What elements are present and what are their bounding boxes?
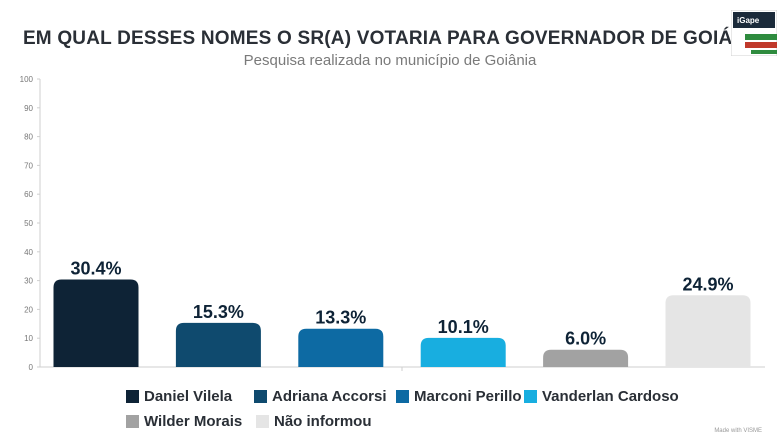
made-with-credit: Made with VISME bbox=[714, 428, 762, 434]
y-tick-label: 70 bbox=[24, 161, 33, 170]
bar-value-label: 6.0% bbox=[565, 329, 606, 349]
bar-wilder-morais bbox=[543, 349, 629, 367]
y-tick-label: 0 bbox=[29, 363, 34, 372]
legend-item: Wilder Morais bbox=[126, 413, 242, 430]
legend-label: Wilder Morais bbox=[144, 413, 243, 430]
bar-value-label: 15.3% bbox=[193, 302, 244, 322]
y-tick-label: 90 bbox=[24, 104, 33, 113]
y-tick-label: 10 bbox=[24, 334, 33, 343]
legend-label: Vanderlan Cardoso bbox=[542, 388, 679, 405]
chart-title: EM QUAL DESSES NOMES O SR(A) VOTARIA PAR… bbox=[22, 28, 758, 49]
legend-item: Adriana Accorsi bbox=[254, 388, 387, 405]
bar-nao-informou bbox=[665, 295, 751, 367]
bar-value-label: 24.9% bbox=[682, 274, 733, 294]
legend-item: Marconi Perillo bbox=[396, 388, 522, 405]
legend-swatch bbox=[254, 390, 267, 403]
legend-swatch bbox=[524, 390, 537, 403]
bar-adriana-accorsi bbox=[175, 322, 261, 367]
bar-value-label: 30.4% bbox=[70, 258, 121, 278]
legend-swatch bbox=[126, 415, 139, 428]
legend-label: Marconi Perillo bbox=[414, 388, 522, 405]
bar-vanderlan-cardoso bbox=[420, 337, 506, 367]
legend-swatch bbox=[256, 415, 269, 428]
bar-daniel-vilela bbox=[53, 279, 139, 367]
bar-value-label: 10.1% bbox=[438, 317, 489, 337]
legend-item: Vanderlan Cardoso bbox=[524, 388, 679, 405]
y-tick-label: 20 bbox=[24, 305, 33, 314]
igape-logo: iGape bbox=[731, 10, 777, 56]
legend-item: Daniel Vilela bbox=[126, 388, 232, 405]
legend-label: Não informou bbox=[274, 413, 372, 430]
y-tick-label: 60 bbox=[24, 190, 33, 199]
legend-swatch bbox=[126, 390, 139, 403]
legend-label: Daniel Vilela bbox=[144, 388, 233, 405]
bar-value-label: 13.3% bbox=[315, 308, 366, 328]
y-tick-label: 80 bbox=[24, 133, 33, 142]
legend-label: Adriana Accorsi bbox=[272, 388, 387, 405]
legend-swatch bbox=[396, 390, 409, 403]
chart-subtitle: Pesquisa realizada no município de Goiân… bbox=[243, 52, 537, 69]
y-tick-label: 50 bbox=[24, 219, 33, 228]
y-tick-label: 100 bbox=[20, 75, 34, 84]
y-tick-label: 40 bbox=[24, 248, 33, 257]
logo-text: iGape bbox=[737, 16, 760, 25]
legend-item: Não informou bbox=[256, 413, 372, 430]
y-tick-label: 30 bbox=[24, 277, 33, 286]
bar-marconi-perillo bbox=[298, 328, 384, 367]
